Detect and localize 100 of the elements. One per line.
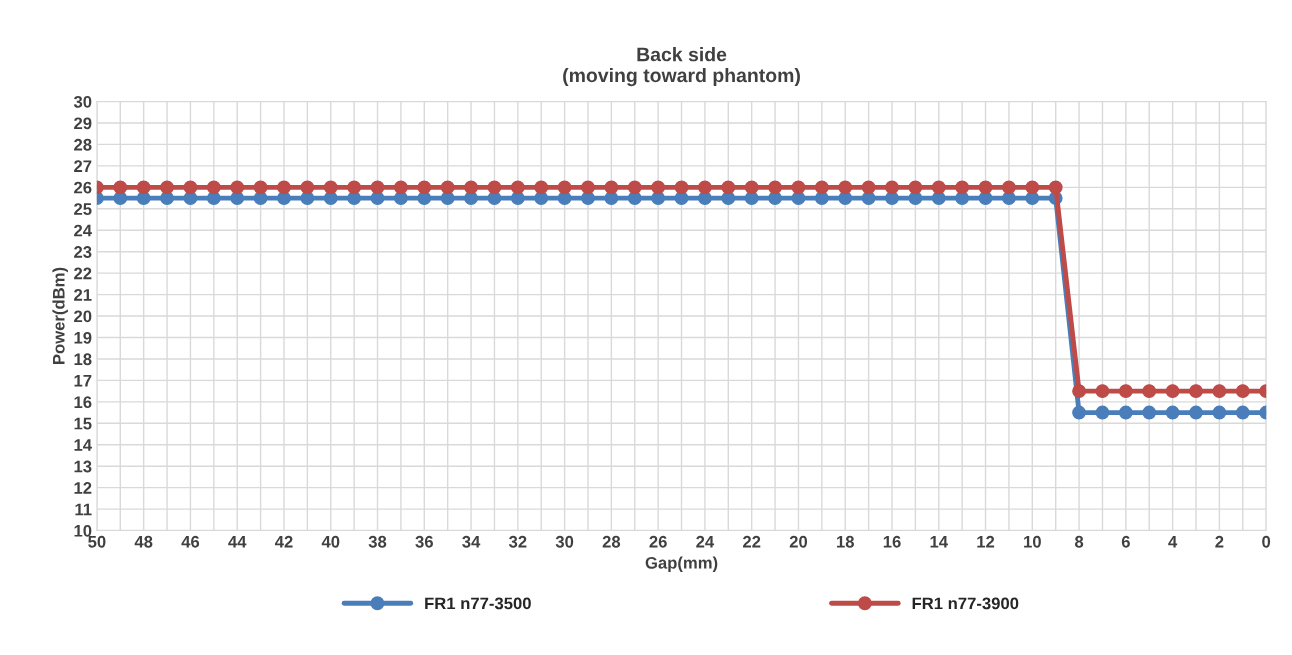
x-tick-label: 42	[274, 535, 293, 548]
legend-label: FR1 n77-3900	[912, 597, 1019, 610]
point	[1001, 180, 1016, 195]
point	[1095, 405, 1110, 420]
point	[581, 180, 595, 195]
point	[510, 180, 525, 195]
x-tick-label: 34	[462, 535, 481, 548]
y-tick-label: 30	[73, 95, 92, 108]
y-tick-label: 29	[74, 117, 92, 130]
point	[464, 180, 479, 195]
point	[885, 180, 899, 195]
point	[1142, 384, 1157, 399]
x-tick-label: 32	[508, 535, 527, 548]
x-tick-label: 20	[789, 535, 808, 548]
y-tick-label: 26	[74, 181, 92, 194]
y-tick-label: 15	[74, 417, 92, 430]
x-tick-label: 14	[930, 536, 948, 548]
point	[908, 180, 923, 195]
point	[347, 180, 362, 195]
x-tick-label: 6	[1121, 535, 1130, 548]
point	[277, 180, 291, 195]
y-tick-label: 13	[74, 460, 92, 473]
point	[1048, 180, 1063, 195]
y-tick-label: 24	[74, 224, 92, 237]
point	[861, 180, 876, 195]
point	[744, 180, 759, 195]
y-tick-label: 17	[74, 374, 92, 387]
x-tick-label: 50	[88, 535, 106, 548]
y-tick-label: 12	[74, 482, 92, 494]
point	[1235, 405, 1250, 420]
point	[1165, 384, 1180, 399]
point	[814, 180, 829, 195]
point	[978, 180, 993, 195]
point	[768, 180, 783, 195]
point	[1118, 405, 1133, 420]
point	[627, 180, 642, 195]
x-tick-label: 18	[837, 535, 854, 548]
x-tick-label: 24	[696, 535, 715, 548]
point	[1142, 405, 1157, 420]
point	[1165, 405, 1180, 420]
y-axis-title: Power(dBm)	[52, 267, 68, 364]
y-tick-label: 23	[74, 246, 92, 258]
point	[440, 180, 455, 195]
x-tick-label: 30	[555, 535, 574, 548]
x-tick-label: 26	[649, 535, 667, 548]
point	[955, 180, 970, 195]
y-tick-label: 16	[74, 396, 92, 409]
point	[721, 180, 736, 195]
y-tick-label: 14	[74, 439, 92, 451]
y-tick-label: 18	[74, 353, 92, 366]
x-tick-label: 22	[743, 535, 761, 548]
point	[1189, 384, 1203, 399]
x-tick-label: 40	[321, 535, 340, 548]
point	[160, 180, 175, 195]
point	[393, 180, 408, 195]
x-tick-label: 16	[883, 535, 901, 548]
point	[1212, 384, 1227, 399]
point	[674, 180, 689, 195]
point	[838, 180, 853, 195]
point	[136, 180, 151, 195]
x-tick-label: 4	[1168, 536, 1178, 548]
point	[697, 180, 712, 195]
x-axis-title: Gap(mm)	[645, 556, 718, 573]
point	[651, 180, 666, 195]
point	[931, 180, 946, 195]
x-tick-label: 8	[1074, 535, 1084, 548]
y-tick-label: 22	[74, 267, 92, 280]
point	[487, 180, 502, 195]
point	[1235, 384, 1250, 399]
legend-label: FR1 n77-3500	[425, 597, 531, 610]
x-tick-label: 48	[134, 535, 153, 548]
y-tick-label: 28	[74, 138, 92, 151]
chart-title: Back side (moving toward phantom)	[563, 47, 800, 87]
point	[323, 180, 338, 195]
point	[183, 180, 198, 195]
y-tick-label: 27	[74, 160, 92, 172]
y-tick-label: 21	[74, 288, 92, 301]
y-tick-label: 20	[74, 310, 92, 323]
x-tick-label: 46	[181, 535, 200, 548]
x-tick-label: 44	[228, 536, 247, 548]
y-tick-label: 11	[75, 503, 92, 516]
point	[1212, 405, 1227, 420]
point	[253, 180, 268, 195]
point	[534, 180, 549, 195]
point	[113, 180, 128, 195]
point	[1072, 384, 1087, 399]
point	[1095, 384, 1110, 399]
x-tick-label: 28	[602, 535, 621, 548]
point	[417, 180, 432, 195]
point	[791, 180, 806, 195]
x-tick-label: 38	[368, 535, 387, 548]
point	[300, 180, 315, 195]
point	[1025, 180, 1040, 195]
y-tick-label: 25	[74, 203, 92, 215]
x-tick-label: 2	[1215, 535, 1224, 548]
x-tick-label: 10	[1024, 535, 1041, 548]
point	[230, 180, 245, 195]
y-tick-label: 19	[74, 331, 92, 344]
x-tick-label: 36	[415, 535, 433, 548]
point	[1118, 384, 1133, 399]
